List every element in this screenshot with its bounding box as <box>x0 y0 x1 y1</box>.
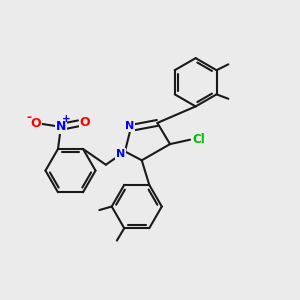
Text: O: O <box>30 117 40 130</box>
Text: O: O <box>80 116 90 129</box>
Text: N: N <box>56 120 66 134</box>
Text: N: N <box>116 149 125 159</box>
Text: -: - <box>26 111 31 124</box>
Text: +: + <box>62 114 70 124</box>
Text: Cl: Cl <box>193 133 205 146</box>
Text: N: N <box>125 122 134 131</box>
